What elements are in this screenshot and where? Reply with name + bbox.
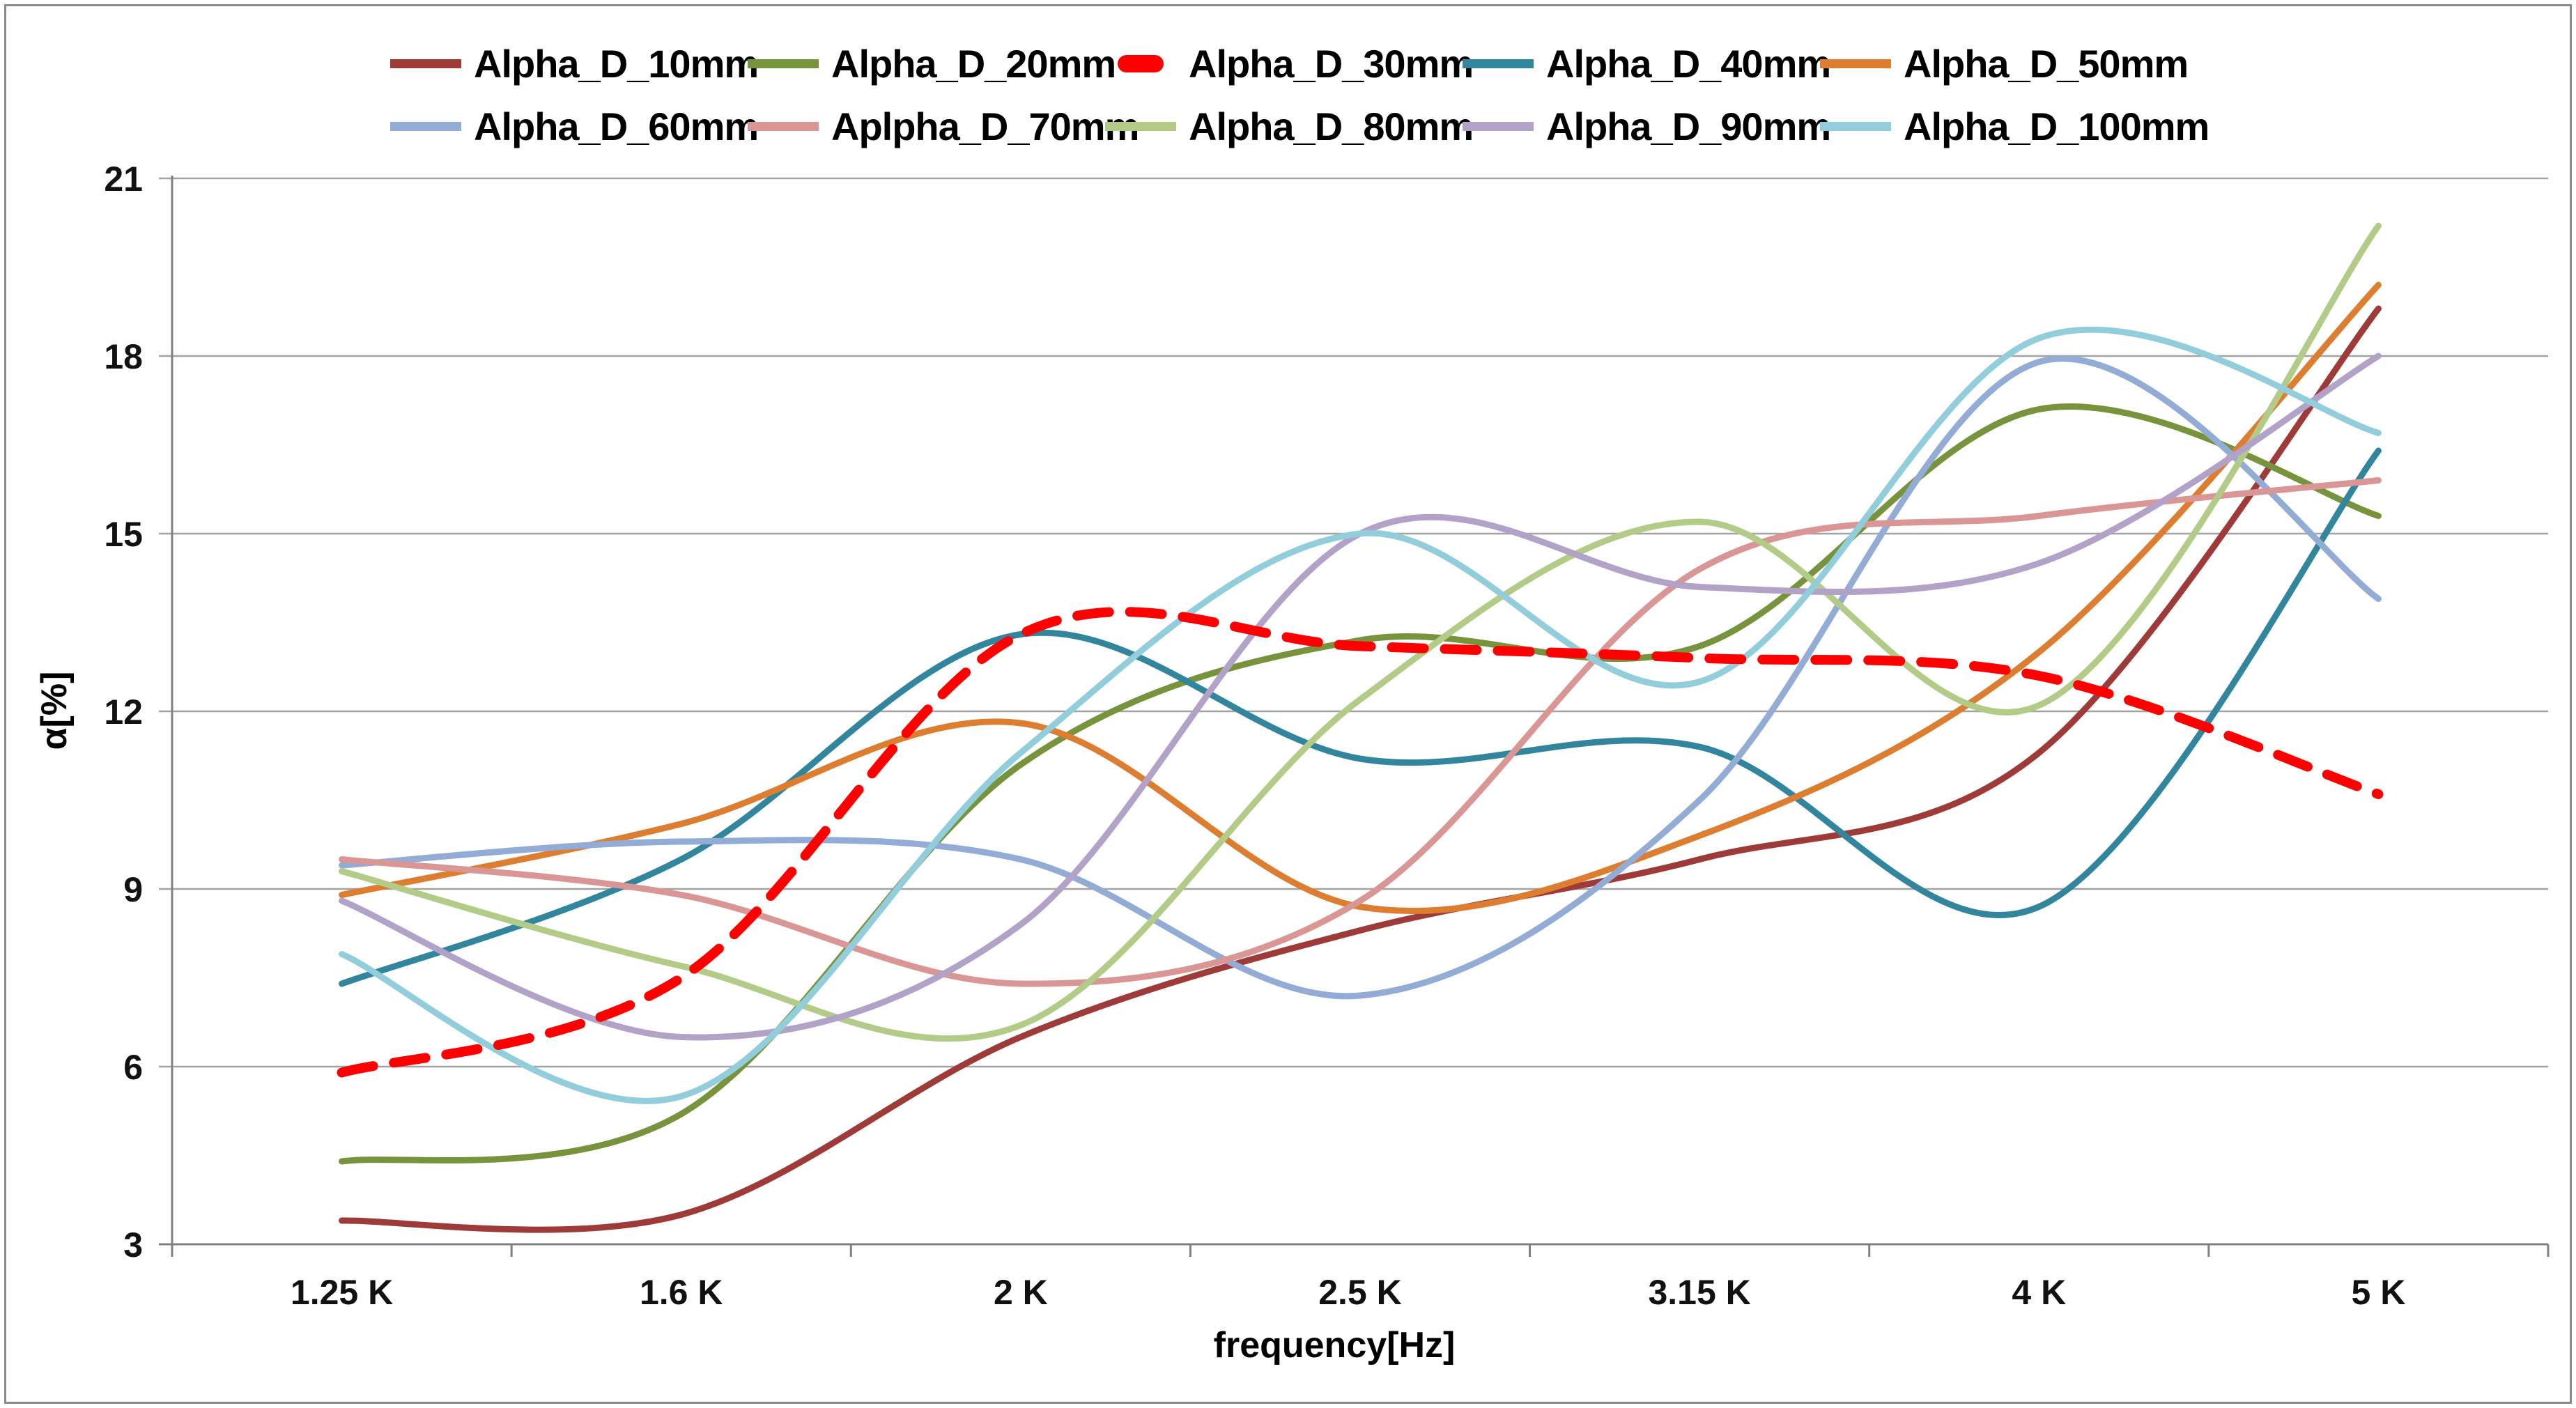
y-axis-tick-labels: 3 6 9 12 15 18 21	[104, 160, 143, 1264]
y-tick-label-18: 18	[104, 337, 143, 376]
horizontal-gridlines	[159, 177, 2548, 1246]
legend-swatch-10mm	[390, 59, 461, 68]
y-tick-label-21: 21	[104, 160, 143, 199]
legend-label-40mm: Alpha_D_40mm	[1546, 41, 1831, 86]
series-line-Alpha_D_10mm	[339, 305, 2382, 1233]
legend-item-20mm: Alpha_D_20mm	[748, 41, 1116, 86]
legend-item-90mm: Alpha_D_90mm	[1463, 104, 1831, 149]
chart-legend: Alpha_D_10mm Alpha_D_20mm Alpha_D_30mm A…	[390, 32, 2209, 157]
legend-label-90mm: Alpha_D_90mm	[1546, 104, 1831, 148]
legend-item-100mm: Alpha_D_100mm	[1820, 104, 2209, 149]
legend-label-60mm: Alpha_D_60mm	[474, 104, 759, 148]
series-line-Alpha_D_80mm	[339, 222, 2382, 1042]
series-line-Alpha_D_20mm	[339, 403, 2382, 1165]
y-tick-label-3: 3	[123, 1225, 143, 1264]
series-line-Alpha_D_60mm	[339, 355, 2382, 1000]
series-line-Alpha_D_30mm	[337, 607, 2384, 1078]
x-tick-label-5: 3.15 K	[1648, 1273, 1750, 1312]
series-line-Alpha_D_90mm	[339, 353, 2382, 1041]
y-axis-title: α[%]	[34, 672, 75, 750]
legend-swatch-80mm	[1105, 121, 1176, 131]
series-line-Alpha_D_100mm	[339, 326, 2382, 1104]
series-line-Alpha_D_40mm	[339, 447, 2382, 987]
x-tick-label-3: 2 K	[994, 1273, 1048, 1312]
axes	[159, 176, 2550, 1257]
legend-label-10mm: Alpha_D_10mm	[474, 41, 759, 86]
legend-label-100mm: Alpha_D_100mm	[1904, 104, 2209, 148]
legend-swatch-100mm	[1820, 121, 1891, 131]
y-tick-label-6: 6	[123, 1048, 143, 1087]
legend-label-30mm: Alpha_D_30mm	[1189, 41, 1474, 86]
series-line-Aplpha_D_70mm	[339, 477, 2382, 987]
y-tick-label-15: 15	[104, 515, 143, 554]
legend-label-80mm: Alpha_D_80mm	[1189, 104, 1474, 148]
legend-swatch-40mm	[1463, 59, 1534, 68]
legend-item-10mm: Alpha_D_10mm	[390, 41, 759, 86]
x-tick-label-4: 2.5 K	[1318, 1273, 1402, 1312]
legend-swatch-70mm	[748, 121, 819, 131]
x-tick-label-1: 1.25 K	[291, 1273, 393, 1312]
x-tick-label-2: 1.6 K	[640, 1273, 723, 1312]
legend-label-50mm: Alpha_D_50mm	[1904, 41, 2189, 86]
x-axis-title: frequency[Hz]	[1214, 1325, 1456, 1366]
legend-swatch-30mm	[1118, 54, 1164, 72]
legend-swatch-20mm	[748, 59, 819, 68]
y-tick-label-9: 9	[123, 870, 143, 909]
legend-swatch-90mm	[1463, 121, 1534, 131]
legend-item-40mm: Alpha_D_40mm	[1463, 41, 1831, 86]
series-curves	[337, 222, 2384, 1233]
legend-item-60mm: Alpha_D_60mm	[390, 104, 759, 149]
legend-swatch-60mm	[390, 121, 461, 131]
legend-item-80mm: Alpha_D_80mm	[1105, 104, 1474, 149]
y-tick-label-12: 12	[104, 693, 143, 732]
series-line-Alpha_D_50mm	[339, 281, 2382, 914]
legend-label-70mm: Aplpha_D_70mm	[831, 104, 1139, 148]
x-tick-label-7: 5 K	[2352, 1273, 2406, 1312]
legend-swatch-50mm	[1820, 59, 1891, 68]
x-tick-label-6: 4 K	[2012, 1273, 2066, 1312]
x-axis-tick-labels: 1.25 K 1.6 K 2 K 2.5 K 3.15 K 4 K 5 K	[291, 1273, 2405, 1312]
legend-item-50mm: Alpha_D_50mm	[1820, 41, 2189, 86]
legend-label-20mm: Alpha_D_20mm	[831, 41, 1116, 86]
legend-item-30mm: Alpha_D_30mm	[1105, 41, 1474, 86]
legend-item-70mm: Aplpha_D_70mm	[748, 104, 1139, 149]
